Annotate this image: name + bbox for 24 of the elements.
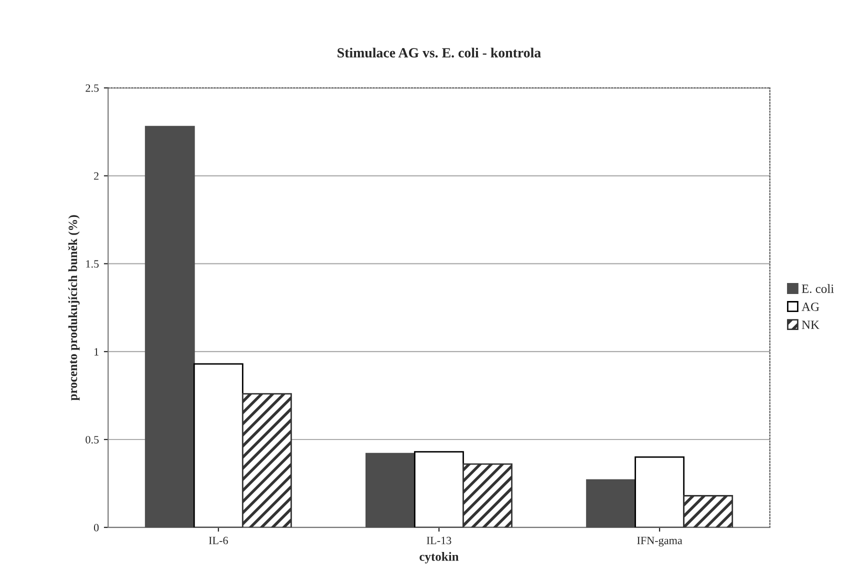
y-tick-label: 1 <box>94 348 98 356</box>
legend-label: E. coli <box>802 284 834 294</box>
y-axis-title: procento produkujících buněk (%) <box>68 215 80 401</box>
bar <box>144 126 195 528</box>
bar <box>586 479 636 528</box>
chart-title: Stimulace AG vs. E. coli - kontrola <box>338 48 541 58</box>
bar <box>462 463 512 528</box>
bar <box>634 456 685 528</box>
y-tick-label: 0.5 <box>86 436 99 444</box>
x-tick-label: IL-13 <box>426 536 452 544</box>
bar <box>242 393 292 528</box>
bar <box>193 363 244 528</box>
y-tick-label: 0 <box>94 524 99 532</box>
y-tick-label: 2 <box>94 172 98 180</box>
bar <box>683 495 734 528</box>
bar <box>414 451 464 528</box>
legend-label: AG <box>802 302 820 312</box>
x-tick-label: IL-6 <box>208 536 228 544</box>
x-tick-label: IFN-gama <box>637 536 682 547</box>
y-tick-label: 1.5 <box>86 260 99 268</box>
legend-label: NK <box>802 320 820 329</box>
x-axis-title: cytokin <box>420 552 459 564</box>
y-tick-label: 2.5 <box>86 84 99 92</box>
bar <box>366 452 416 528</box>
